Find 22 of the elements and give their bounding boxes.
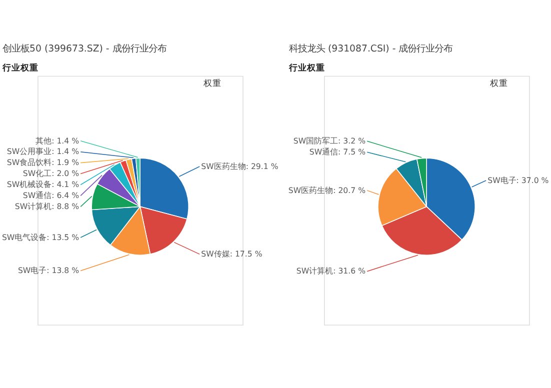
slice-label: 其他: 1.4 % <box>36 136 80 146</box>
slice-label: SW电子: 13.8 % <box>18 266 80 276</box>
slice-label: SW传媒: 17.5 % <box>201 250 262 259</box>
slice-label: SW国防军工: 3.2 % <box>293 136 366 146</box>
chart-subtitle: 行业权重 <box>288 62 326 74</box>
chart-title: 创业板50 (399673.SZ) - 成份行业分布 <box>2 44 166 55</box>
slice-label: SW电子: 37.0 % <box>488 176 549 185</box>
slice-label: SW计算机: 31.6 % <box>296 266 366 276</box>
text: 权重 <box>488 78 508 90</box>
slice-label: SW医药生物: 29.1 % <box>201 162 278 171</box>
slice-label: SW计算机: 8.8 % <box>14 202 80 211</box>
slice-label: SW电气设备: 13.5 % <box>2 232 80 242</box>
slice-label: SW化工: 2.0 % <box>22 169 80 178</box>
chart-title: 科技龙头 (931087.CSI) - 成份行业分布 <box>289 44 453 55</box>
slice-label: SW通信: 7.5 % <box>309 147 366 156</box>
slice-label: SW通信: 6.4 % <box>22 191 80 200</box>
slice-label: SW医药生物: 20.7 % <box>288 186 366 195</box>
slice-label: SW机械设备: 4.1 % <box>6 180 80 190</box>
slice-label: SW食品饮料: 1.9 % <box>6 158 80 168</box>
slice-label: SW公用事业: 1.4 % <box>6 147 80 156</box>
text: 权重 <box>202 78 222 90</box>
chart-subtitle: 行业权重 <box>2 62 39 74</box>
